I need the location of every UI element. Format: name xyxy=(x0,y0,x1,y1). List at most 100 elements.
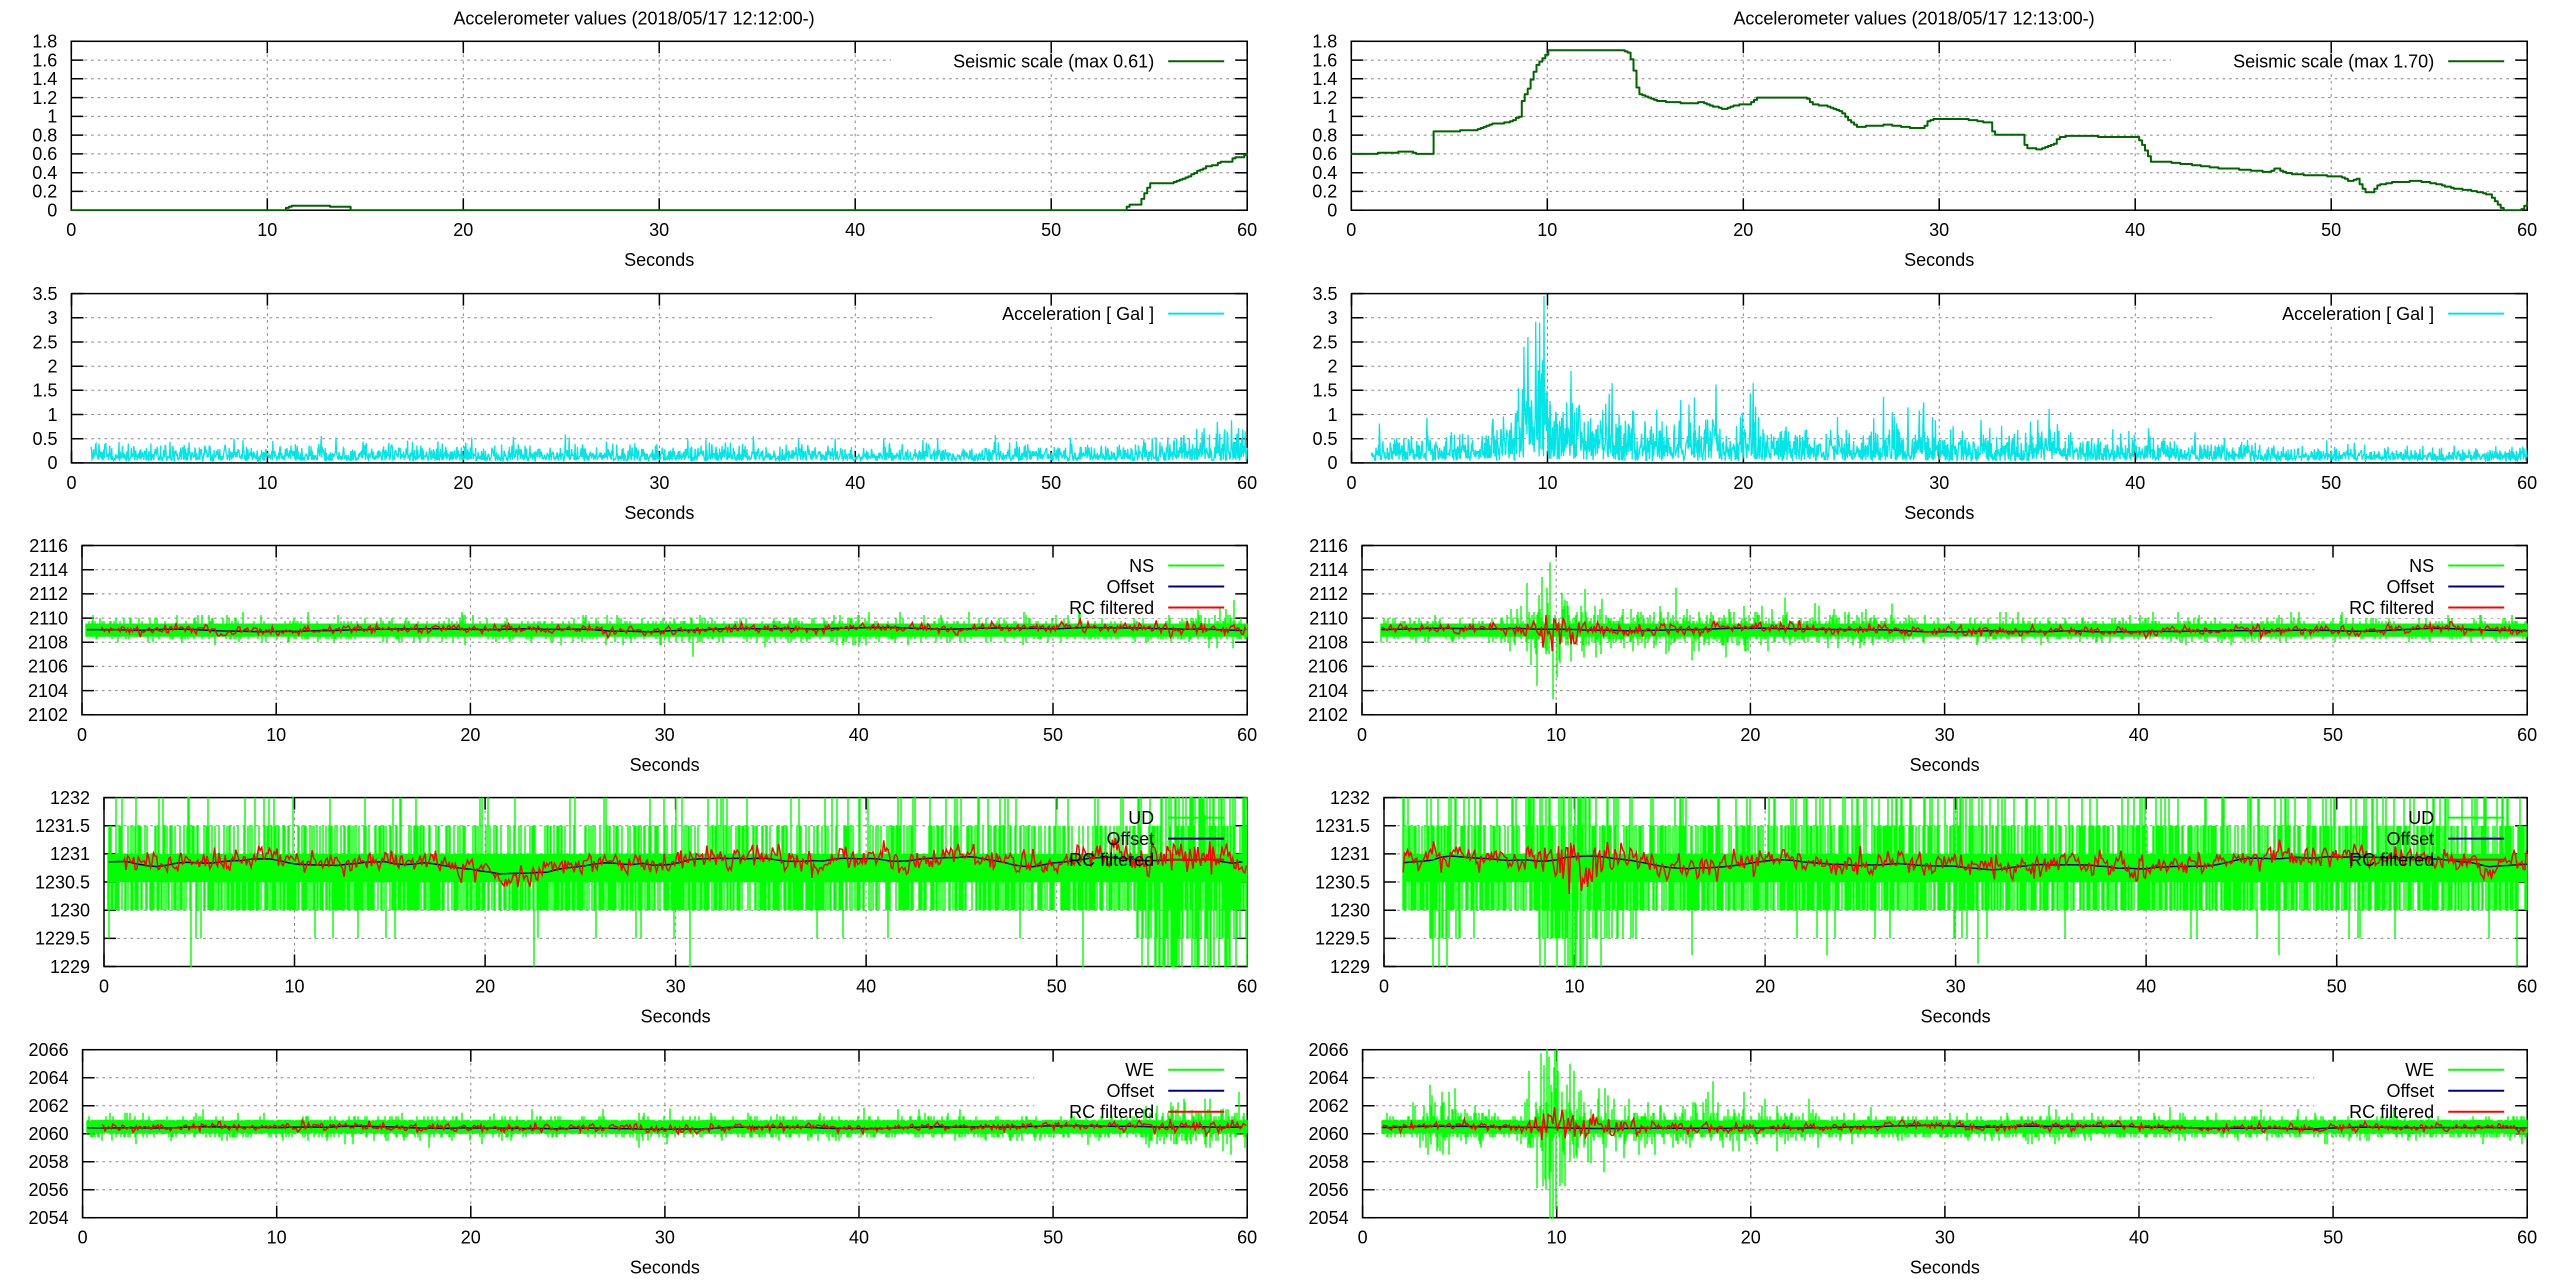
svg-text:40: 40 xyxy=(845,220,865,240)
svg-text:RC filtered: RC filtered xyxy=(2349,598,2434,618)
svg-text:10: 10 xyxy=(1537,220,1557,240)
svg-text:40: 40 xyxy=(2125,220,2145,240)
svg-text:2054: 2054 xyxy=(1309,1208,1349,1228)
svg-text:2104: 2104 xyxy=(28,681,68,701)
svg-text:1.2: 1.2 xyxy=(32,88,57,108)
svg-text:40: 40 xyxy=(849,725,869,745)
svg-text:Seismic scale (max 1.70): Seismic scale (max 1.70) xyxy=(2233,52,2434,72)
svg-text:3: 3 xyxy=(47,308,57,328)
svg-text:2062: 2062 xyxy=(29,1096,69,1116)
svg-text:0.6: 0.6 xyxy=(1312,144,1337,164)
svg-text:0.5: 0.5 xyxy=(32,429,57,449)
svg-text:0: 0 xyxy=(1357,725,1367,745)
svg-text:10: 10 xyxy=(257,473,277,493)
svg-text:2114: 2114 xyxy=(1309,560,1348,580)
svg-text:RC filtered: RC filtered xyxy=(1069,1102,1154,1122)
svg-text:2106: 2106 xyxy=(28,657,68,677)
svg-text:2114: 2114 xyxy=(29,560,68,580)
svg-text:0.5: 0.5 xyxy=(1312,429,1337,449)
svg-text:1230: 1230 xyxy=(50,901,90,921)
svg-text:20: 20 xyxy=(1741,1228,1761,1248)
svg-text:1.5: 1.5 xyxy=(1312,381,1337,401)
svg-text:0: 0 xyxy=(77,725,87,745)
svg-text:40: 40 xyxy=(2136,977,2156,997)
svg-text:2054: 2054 xyxy=(29,1208,69,1228)
svg-text:50: 50 xyxy=(1041,473,1061,493)
svg-text:1: 1 xyxy=(1327,405,1337,425)
svg-text:3.5: 3.5 xyxy=(32,284,57,304)
svg-text:50: 50 xyxy=(2321,220,2341,240)
svg-text:2056: 2056 xyxy=(29,1180,69,1200)
svg-text:Acceleration [ Gal ]: Acceleration [ Gal ] xyxy=(1002,304,1154,324)
svg-text:60: 60 xyxy=(2517,977,2537,997)
svg-text:Seconds: Seconds xyxy=(1910,1258,1980,1278)
svg-text:Seconds: Seconds xyxy=(1921,1007,1991,1027)
svg-text:0.8: 0.8 xyxy=(1312,125,1337,145)
svg-text:50: 50 xyxy=(2321,473,2341,493)
svg-text:Offset: Offset xyxy=(2386,829,2434,849)
svg-text:20: 20 xyxy=(453,473,473,493)
svg-text:0: 0 xyxy=(1346,473,1356,493)
svg-text:2064: 2064 xyxy=(29,1068,69,1088)
svg-text:2110: 2110 xyxy=(29,608,68,628)
svg-text:RC filtered: RC filtered xyxy=(2349,850,2434,870)
svg-text:Accelerometer values (2018/05/: Accelerometer values (2018/05/17 12:12:0… xyxy=(453,9,814,29)
svg-text:1.2: 1.2 xyxy=(1312,88,1337,108)
svg-text:0: 0 xyxy=(1327,453,1337,473)
svg-text:20: 20 xyxy=(1755,977,1775,997)
svg-text:2060: 2060 xyxy=(1309,1124,1349,1144)
svg-text:1231: 1231 xyxy=(1330,844,1370,864)
svg-text:30: 30 xyxy=(1929,473,1949,493)
svg-text:10: 10 xyxy=(284,977,304,997)
svg-text:RC filtered: RC filtered xyxy=(1069,598,1154,618)
svg-text:0: 0 xyxy=(78,1228,88,1248)
svg-text:40: 40 xyxy=(849,1228,869,1248)
svg-text:0: 0 xyxy=(66,473,76,493)
svg-text:RC filtered: RC filtered xyxy=(1069,850,1154,870)
svg-text:Seconds: Seconds xyxy=(624,250,694,270)
svg-text:0.6: 0.6 xyxy=(32,144,57,164)
svg-text:10: 10 xyxy=(1564,977,1584,997)
svg-text:50: 50 xyxy=(2323,725,2343,745)
svg-text:1: 1 xyxy=(47,107,57,127)
svg-text:NS: NS xyxy=(1129,556,1154,576)
svg-text:20: 20 xyxy=(461,1228,481,1248)
svg-text:Seconds: Seconds xyxy=(630,1258,700,1278)
svg-text:Seconds: Seconds xyxy=(1910,755,1980,775)
svg-text:20: 20 xyxy=(1733,220,1753,240)
svg-text:60: 60 xyxy=(1237,473,1257,493)
svg-text:40: 40 xyxy=(2129,1228,2149,1248)
svg-text:2.5: 2.5 xyxy=(1312,332,1337,352)
svg-text:Seconds: Seconds xyxy=(1904,250,1974,270)
svg-text:1230: 1230 xyxy=(1330,901,1370,921)
svg-text:30: 30 xyxy=(655,1228,675,1248)
svg-text:1230.5: 1230.5 xyxy=(1315,872,1370,892)
svg-text:10: 10 xyxy=(1537,473,1557,493)
svg-text:1.6: 1.6 xyxy=(1312,50,1337,70)
svg-text:1232: 1232 xyxy=(1330,788,1370,808)
svg-text:1.8: 1.8 xyxy=(1312,32,1337,52)
svg-text:3: 3 xyxy=(1327,308,1337,328)
svg-text:10: 10 xyxy=(1547,1228,1567,1248)
svg-text:Seconds: Seconds xyxy=(1904,503,1974,523)
svg-text:1229: 1229 xyxy=(1330,957,1370,977)
svg-text:1.4: 1.4 xyxy=(1312,69,1337,89)
svg-text:2104: 2104 xyxy=(1308,681,1348,701)
svg-text:1230.5: 1230.5 xyxy=(35,872,90,892)
svg-text:40: 40 xyxy=(845,473,865,493)
svg-text:60: 60 xyxy=(2517,725,2537,745)
svg-text:2102: 2102 xyxy=(28,705,68,725)
svg-text:Offset: Offset xyxy=(2386,577,2434,597)
svg-text:WE: WE xyxy=(2405,1060,2434,1080)
svg-text:30: 30 xyxy=(666,977,686,997)
svg-text:40: 40 xyxy=(856,977,876,997)
svg-text:30: 30 xyxy=(655,725,675,745)
svg-text:1229: 1229 xyxy=(50,957,90,977)
svg-text:Offset: Offset xyxy=(1106,1081,1154,1101)
svg-text:50: 50 xyxy=(1041,220,1061,240)
svg-text:50: 50 xyxy=(1043,725,1063,745)
svg-text:50: 50 xyxy=(1043,1228,1063,1248)
svg-text:1232: 1232 xyxy=(50,788,90,808)
svg-text:0.8: 0.8 xyxy=(32,125,57,145)
svg-text:1: 1 xyxy=(1327,107,1337,127)
